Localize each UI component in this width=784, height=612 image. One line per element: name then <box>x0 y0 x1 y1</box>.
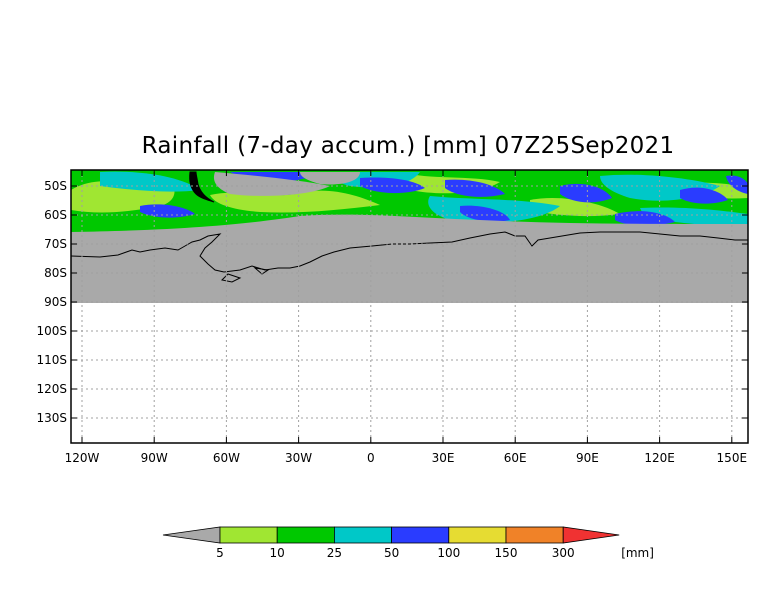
y-tick-label: 120S <box>36 382 67 396</box>
colorbar-lower-arrow <box>162 526 221 544</box>
colorbar-tick-label: 150 <box>495 546 518 560</box>
colorbar-box <box>505 526 564 544</box>
colorbar-box <box>276 526 335 544</box>
colorbar-tick-label: 25 <box>327 546 342 560</box>
y-tick-label: 70S <box>44 237 67 251</box>
coastline-antarctica <box>71 231 748 273</box>
map-title: Rainfall (7-day accum.) [mm] 07Z25Sep202… <box>141 133 675 159</box>
x-tick-label: 60E <box>504 451 527 465</box>
antarctica-mask <box>71 214 748 303</box>
colorbar-box <box>448 526 507 544</box>
colorbar-unit-label: [mm] <box>621 546 654 560</box>
x-tick-label: 30W <box>285 451 312 465</box>
x-tick-label: 0 <box>367 451 375 465</box>
plot-frame <box>70 169 749 444</box>
x-tick-label: 150E <box>717 451 748 465</box>
x-tick-label: 120E <box>644 451 675 465</box>
colorbar-box <box>219 526 278 544</box>
y-tick-label: 60S <box>44 208 67 222</box>
x-tick-label: 60W <box>213 451 240 465</box>
x-tick-label: 90W <box>141 451 168 465</box>
colorbar-tick-label: 300 <box>552 546 575 560</box>
colorbar-legend: 5 10 25 50 100 150 300 [mm] <box>162 526 654 560</box>
gridlines <box>71 170 748 443</box>
coastline-south-america <box>189 171 215 203</box>
y-tick-label: 130S <box>36 411 67 425</box>
colorbar-tick-label: 100 <box>437 546 460 560</box>
colorbar-tick-label: 50 <box>384 546 399 560</box>
colorbar-tick-label: 5 <box>216 546 224 560</box>
colorbar-tick-label: 10 <box>270 546 285 560</box>
y-tick-label: 50S <box>44 179 67 193</box>
y-tick-label: 80S <box>44 266 67 280</box>
x-tick-label: 120W <box>65 451 100 465</box>
precipitation-band <box>71 170 748 232</box>
x-axis: 120W 90W 60W 30W 0 30E 60E 90E 120E 150E <box>65 170 747 465</box>
y-axis: 50S 60S 70S 80S 90S 100S 110S 120S 130S <box>36 179 748 425</box>
x-tick-label: 90E <box>576 451 599 465</box>
colorbar-upper-arrow <box>562 526 620 544</box>
x-tick-label: 30E <box>432 451 455 465</box>
y-tick-label: 90S <box>44 295 67 309</box>
colorbar-box <box>391 526 450 544</box>
y-tick-label: 110S <box>36 353 67 367</box>
y-tick-label: 100S <box>36 324 67 338</box>
colorbar-box <box>333 526 392 544</box>
